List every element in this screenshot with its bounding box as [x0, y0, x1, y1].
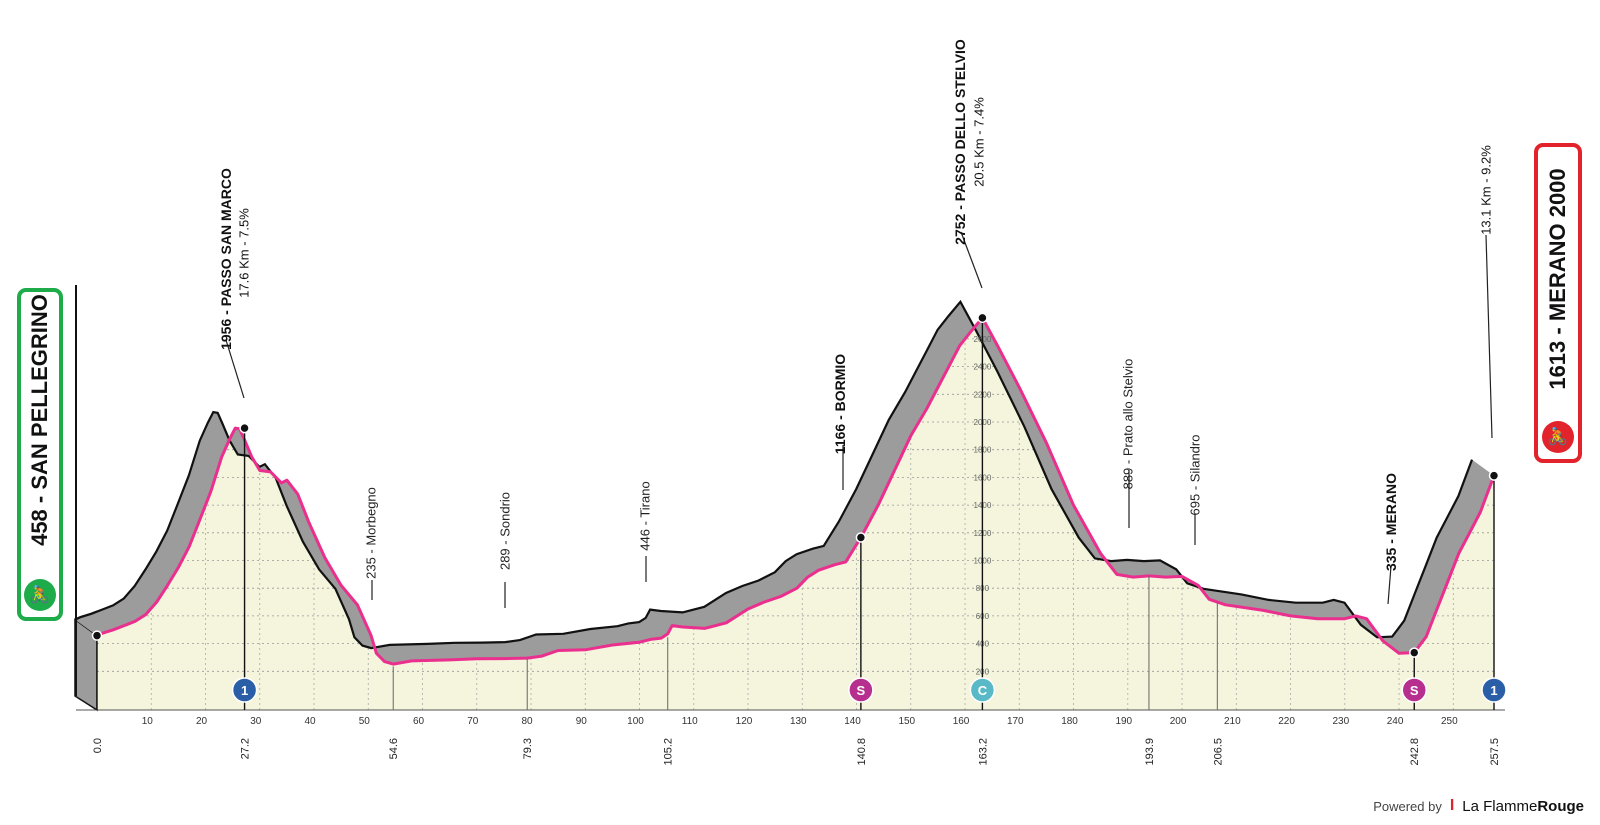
finish-panel: 1613 - MERANO 2000 🚴 [1534, 143, 1582, 463]
classification-badge-label: S [857, 683, 866, 698]
km-tick-label: 230 [1332, 716, 1349, 727]
label-prato: 889 - Prato allo Stelvio [1120, 358, 1136, 490]
start-panel: 458 - SAN PELLEGRINO 🚴 [17, 288, 63, 621]
label-merano2000-climb: 13.1 Km - 9.2% [1478, 145, 1494, 235]
km-tick-label: 100 [627, 716, 644, 727]
km-marker-label: 0.0 [92, 738, 104, 753]
km-marker-label: 105.2 [663, 738, 675, 766]
km-tick-label: 140 [844, 716, 861, 727]
label-leader [960, 231, 983, 289]
km-tick-label: 80 [521, 716, 533, 727]
km-tick-label: 150 [898, 716, 915, 727]
label-passo-san-marco-climb: 17.6 Km - 7.5% [236, 208, 252, 298]
la-flamme-rouge-logo-icon: I [1449, 797, 1455, 814]
km-marker-label: 193.9 [1144, 738, 1156, 766]
profile-shade-front [75, 301, 1494, 665]
profile-top-line [74, 299, 1474, 650]
km-marker-label: 242.8 [1409, 738, 1421, 766]
km-marker-label: 79.3 [522, 738, 534, 759]
label-silandro: 695 - Silandro [1187, 434, 1203, 516]
profile-sky [97, 140, 1494, 665]
profile-fill [97, 317, 1494, 710]
km-tick-label: 130 [790, 716, 807, 727]
km-tick-label: 50 [359, 716, 371, 727]
km-marker-label: 163.2 [977, 738, 989, 766]
km-tick-label: 170 [1007, 716, 1024, 727]
brand-name: La FlammeRouge [1462, 797, 1584, 815]
cyclist-icon: 🚴 [24, 579, 56, 611]
poi-dot [239, 422, 250, 434]
km-tick-label: 160 [953, 716, 970, 727]
km-marker-label: 27.2 [240, 738, 252, 759]
km-tick-label: 30 [250, 716, 262, 727]
classification-badge-icon [1481, 677, 1507, 703]
label-bormio: 1166 - BORMIO [832, 353, 848, 455]
classification-badge-label: C [978, 683, 988, 698]
km-tick-label: 90 [576, 716, 588, 727]
classification-badge-icon [848, 677, 874, 703]
classification-badge-label: 1 [241, 683, 248, 698]
label-leader [1485, 234, 1493, 439]
footer-branding: Powered by I La FlammeRouge [1373, 797, 1584, 815]
classification-badge-label: 1 [1490, 683, 1497, 698]
classification-badge-label: S [1410, 683, 1419, 698]
label-leader [1387, 565, 1392, 605]
km-tick-label: 200 [1170, 716, 1187, 727]
label-leader [225, 339, 245, 399]
poi-dot [1488, 470, 1500, 481]
label-stelvio: 2752 - PASSO DELLO STELVIO [952, 39, 968, 245]
km-marker-label: 54.6 [388, 738, 400, 759]
km-tick-label: 70 [467, 716, 479, 727]
km-marker-label: 257.5 [1489, 738, 1501, 766]
classification-badge-icon [231, 677, 258, 703]
classification-badge-icon [969, 677, 996, 703]
km-tick-label: 250 [1441, 716, 1458, 727]
label-morbegno: 235 - Morbegno [363, 487, 379, 579]
km-tick-label: 20 [196, 716, 208, 727]
label-passo-san-marco: 1956 - PASSO SAN MARCO [218, 168, 234, 350]
label-tirano: 446 - Tirano [637, 481, 653, 551]
km-tick-label: 60 [413, 716, 425, 727]
label-stelvio-climb: 20.5 Km - 7.4% [971, 97, 987, 187]
km-tick-label: 120 [736, 716, 753, 727]
km-tick-label: 240 [1387, 716, 1404, 727]
poi-dot [91, 630, 103, 641]
finish-label: 1613 - MERANO 2000 [1545, 168, 1570, 390]
label-merano: 335 - MERANO [1383, 472, 1399, 572]
km-tick-label: 210 [1224, 716, 1241, 727]
km-tick-label: 40 [304, 716, 316, 727]
poi-dot [977, 312, 988, 324]
classification-badge-icon [1401, 677, 1427, 703]
km-tick-label: 110 [682, 716, 698, 727]
start-label: 458 - SAN PELLEGRINO [27, 294, 52, 546]
poi-dot [1408, 647, 1420, 658]
km-tick-label: 180 [1061, 716, 1078, 727]
km-tick-label: 10 [142, 716, 154, 727]
km-marker-label: 140.8 [856, 738, 868, 766]
route-line [96, 316, 1496, 666]
km-marker-label: 206.5 [1212, 738, 1224, 766]
powered-by-text: Powered by [1373, 798, 1442, 814]
km-tick-label: 190 [1115, 716, 1132, 727]
mountain-finish-icon: 🚴 [1542, 421, 1574, 453]
km-tick-label: 220 [1278, 716, 1295, 727]
label-sondrio: 289 - Sondrio [497, 491, 513, 571]
poi-dot [855, 532, 867, 543]
